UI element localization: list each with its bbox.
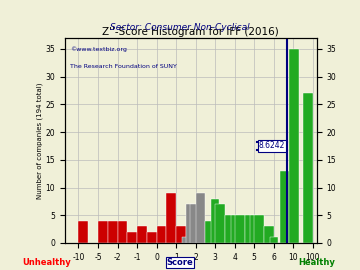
Bar xyxy=(206,221,215,243)
Bar xyxy=(270,237,278,243)
Bar xyxy=(235,215,244,243)
Bar xyxy=(118,221,127,243)
Bar xyxy=(231,215,239,243)
Text: Unhealthy: Unhealthy xyxy=(22,258,71,267)
Y-axis label: Number of companies (194 total): Number of companies (194 total) xyxy=(36,82,42,199)
Text: Healthy: Healthy xyxy=(298,258,335,267)
Bar xyxy=(196,193,206,243)
Bar xyxy=(137,226,147,243)
Text: Score: Score xyxy=(167,258,193,267)
Bar xyxy=(182,237,190,243)
Bar xyxy=(127,232,137,243)
Bar xyxy=(78,221,88,243)
Title: Z''-Score Histogram for IFF (2016): Z''-Score Histogram for IFF (2016) xyxy=(103,27,279,37)
Bar xyxy=(289,49,299,243)
Bar xyxy=(98,221,108,243)
Bar xyxy=(303,93,313,243)
Bar xyxy=(254,215,264,243)
Bar xyxy=(244,215,254,243)
Bar xyxy=(215,204,225,243)
Text: ©www.textbiz.org: ©www.textbiz.org xyxy=(70,46,127,52)
Bar xyxy=(176,226,186,243)
Bar xyxy=(280,171,289,243)
Bar xyxy=(166,193,176,243)
Bar xyxy=(264,226,274,243)
Bar xyxy=(157,226,166,243)
Bar xyxy=(147,232,157,243)
Bar xyxy=(225,215,235,243)
Bar xyxy=(251,215,258,243)
Text: Sector: Consumer Non-Cyclical: Sector: Consumer Non-Cyclical xyxy=(110,23,250,32)
Text: The Research Foundation of SUNY: The Research Foundation of SUNY xyxy=(70,65,177,69)
Bar xyxy=(108,221,118,243)
Bar xyxy=(190,204,198,243)
Text: 8.6242: 8.6242 xyxy=(259,141,285,150)
Bar xyxy=(211,199,219,243)
Bar xyxy=(186,204,194,243)
